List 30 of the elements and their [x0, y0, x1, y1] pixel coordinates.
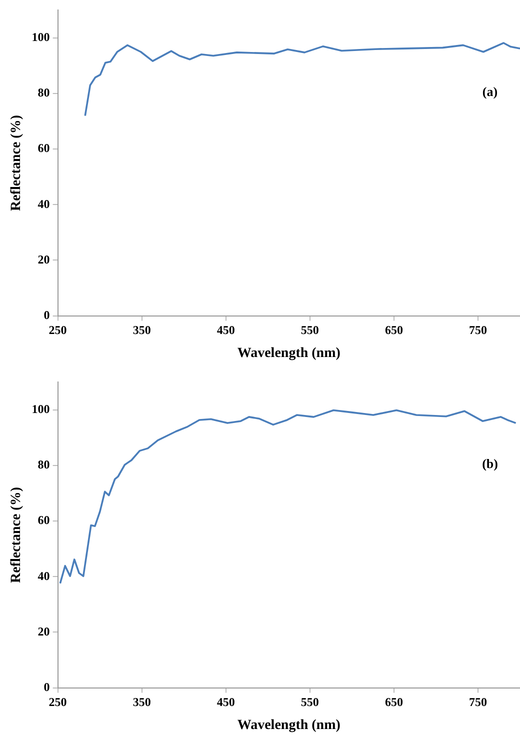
x-tick-label: 450	[216, 323, 235, 338]
annotation: (a)	[482, 84, 498, 100]
y-tick-label: 100	[32, 30, 50, 44]
y-tick-label: 80	[38, 86, 50, 100]
annotation: (b)	[482, 456, 498, 472]
x-tick-label: 250	[48, 323, 67, 338]
y-tick-label: 60	[38, 513, 50, 528]
y-tick-label: 60	[38, 141, 50, 156]
x-tick-label: 450	[216, 695, 235, 710]
y-axis-title: Reflectance (%)	[9, 114, 24, 212]
x-tick-label: 750	[468, 323, 487, 338]
x-tick-label: 350	[132, 323, 151, 338]
x-axis-title: Wavelength (nm)	[237, 346, 341, 362]
y-tick-label: 0	[44, 680, 50, 694]
y-tick-label: 40	[38, 196, 50, 211]
y-tick-label: 40	[38, 568, 50, 583]
x-tick-label: 750	[468, 695, 487, 710]
x-tick-label: 350	[132, 695, 151, 710]
x-tick-label: 550	[300, 695, 319, 710]
y-tick-label: 20	[38, 624, 50, 638]
y-tick-label: 100	[32, 402, 50, 416]
x-tick-label: 650	[384, 695, 403, 710]
x-axis-title: Wavelength (nm)	[237, 718, 341, 734]
x-tick-label: 550	[300, 323, 319, 338]
x-tick-label: 250	[48, 695, 67, 710]
y-axis-title: Reflectance (%)	[9, 486, 24, 584]
y-tick-label: 80	[38, 458, 50, 472]
y-tick-label: 20	[38, 252, 50, 266]
x-tick-label: 650	[384, 323, 403, 338]
y-tick-label: 0	[44, 308, 50, 322]
